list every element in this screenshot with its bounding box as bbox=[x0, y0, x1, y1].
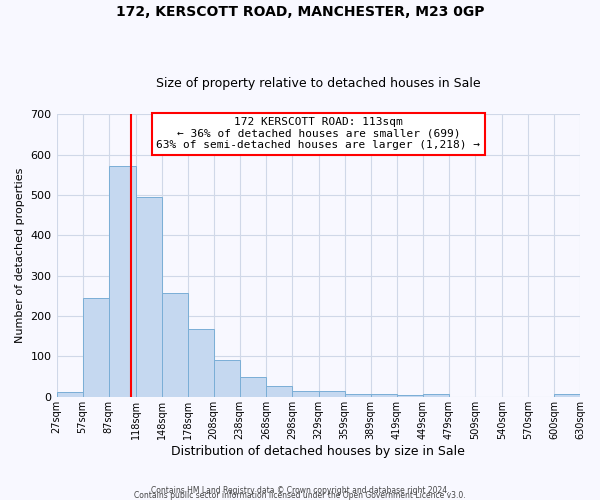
Bar bbox=[188, 328, 214, 397]
Bar bbox=[319, 391, 345, 397]
Text: Contains HM Land Registry data © Crown copyright and database right 2024.: Contains HM Land Registry data © Crown c… bbox=[151, 486, 449, 495]
Text: Contains public sector information licensed under the Open Government Licence v3: Contains public sector information licen… bbox=[134, 490, 466, 500]
Bar bbox=[161, 292, 188, 397]
Bar bbox=[292, 391, 319, 397]
Bar bbox=[554, 394, 580, 397]
Text: 172, KERSCOTT ROAD, MANCHESTER, M23 0GP: 172, KERSCOTT ROAD, MANCHESTER, M23 0GP bbox=[116, 5, 484, 19]
X-axis label: Distribution of detached houses by size in Sale: Distribution of detached houses by size … bbox=[172, 444, 465, 458]
Y-axis label: Number of detached properties: Number of detached properties bbox=[15, 168, 25, 343]
Bar bbox=[266, 386, 292, 397]
Bar bbox=[136, 198, 161, 397]
Bar bbox=[214, 360, 240, 397]
Bar bbox=[423, 394, 449, 397]
Bar bbox=[56, 392, 83, 397]
Title: Size of property relative to detached houses in Sale: Size of property relative to detached ho… bbox=[156, 76, 481, 90]
Bar bbox=[345, 394, 371, 397]
Bar bbox=[371, 394, 397, 397]
Bar bbox=[109, 166, 136, 397]
Bar bbox=[397, 395, 423, 397]
Text: 172 KERSCOTT ROAD: 113sqm
← 36% of detached houses are smaller (699)
63% of semi: 172 KERSCOTT ROAD: 113sqm ← 36% of detac… bbox=[156, 117, 480, 150]
Bar bbox=[240, 378, 266, 397]
Bar bbox=[83, 298, 109, 397]
